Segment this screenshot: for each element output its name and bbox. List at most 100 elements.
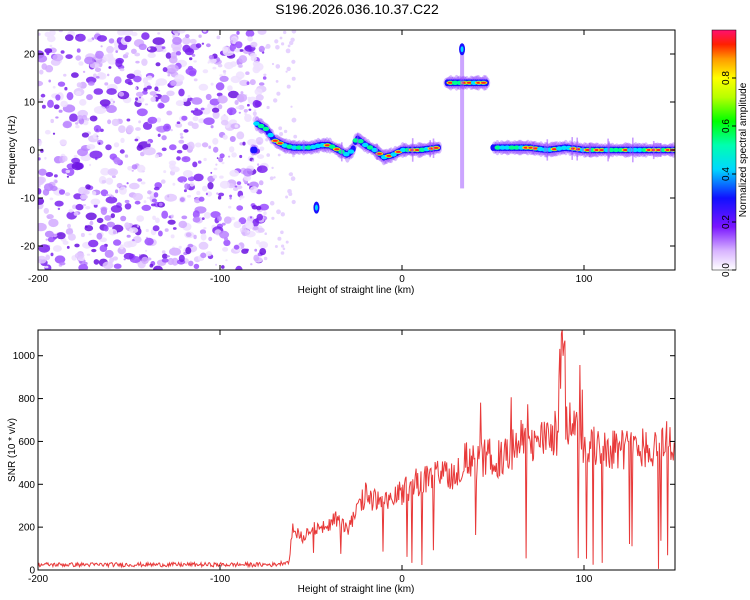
noise-speck bbox=[263, 73, 267, 77]
noise-speck bbox=[123, 241, 133, 248]
ridge-core-cyan bbox=[537, 146, 544, 152]
ridge-core-cyan bbox=[617, 147, 624, 153]
noise-speck bbox=[50, 185, 58, 192]
noise-speck bbox=[198, 118, 206, 124]
noise-speck bbox=[110, 98, 114, 102]
noise-speck bbox=[186, 142, 191, 146]
noise-speck bbox=[146, 141, 151, 144]
noise-speck bbox=[67, 223, 71, 229]
noise-speck bbox=[221, 222, 226, 226]
noise-speck bbox=[275, 80, 279, 83]
noise-speck bbox=[198, 196, 205, 202]
noise-speck bbox=[249, 79, 256, 86]
noise-speck bbox=[166, 68, 176, 75]
noise-speck bbox=[38, 32, 41, 36]
noise-speck bbox=[275, 45, 280, 50]
noise-speck bbox=[234, 100, 239, 105]
noise-speck bbox=[202, 185, 208, 192]
noise-speck bbox=[88, 233, 92, 236]
noise-speck bbox=[107, 119, 112, 125]
noise-speck bbox=[167, 219, 176, 225]
noise-speck bbox=[210, 171, 213, 174]
snr-xtick-label: -200 bbox=[28, 574, 48, 585]
noise-speck bbox=[290, 37, 295, 42]
noise-speck bbox=[68, 209, 74, 213]
snr-ytick-label: 400 bbox=[18, 480, 35, 491]
noise-speck bbox=[189, 57, 193, 61]
ridge-streak bbox=[629, 145, 632, 155]
noise-speck bbox=[115, 50, 118, 53]
noise-speck bbox=[161, 135, 167, 141]
ridge-core-cyan bbox=[560, 145, 568, 150]
noise-speck bbox=[122, 54, 129, 59]
noise-speck bbox=[44, 230, 54, 238]
noise-speck bbox=[223, 239, 231, 247]
noise-speck bbox=[75, 203, 84, 211]
noise-speck bbox=[203, 212, 211, 219]
noise-speck bbox=[64, 192, 71, 197]
noise-speck bbox=[85, 206, 91, 210]
noise-speck bbox=[96, 217, 104, 224]
noise-speck bbox=[147, 52, 156, 59]
noise-speck bbox=[84, 56, 95, 65]
noise-speck bbox=[181, 156, 191, 163]
noise-speck bbox=[257, 30, 267, 35]
noise-speck bbox=[286, 84, 291, 89]
noise-speck bbox=[110, 102, 115, 106]
noise-speck bbox=[88, 81, 95, 86]
noise-speck bbox=[139, 254, 141, 257]
noise-speck bbox=[183, 129, 189, 133]
noise-speck bbox=[94, 67, 102, 73]
ridge-core-red bbox=[272, 139, 278, 142]
noise-speck bbox=[258, 180, 264, 186]
noise-speck bbox=[38, 184, 41, 188]
noise-speck bbox=[92, 133, 98, 140]
noise-speck bbox=[135, 87, 138, 90]
noise-speck bbox=[113, 157, 121, 165]
noise-speck bbox=[65, 54, 73, 59]
noise-speck bbox=[143, 200, 147, 204]
noise-speck bbox=[167, 74, 171, 77]
ridge-streak bbox=[582, 145, 584, 154]
noise-speck bbox=[136, 215, 145, 222]
noise-speck bbox=[273, 98, 278, 103]
noise-speck bbox=[175, 122, 183, 128]
snr-ytick-label: 600 bbox=[18, 437, 35, 448]
ridge-streak bbox=[607, 138, 609, 162]
noise-speck bbox=[271, 166, 274, 170]
noise-speck bbox=[288, 173, 291, 176]
noise-speck bbox=[107, 168, 119, 176]
noise-speck bbox=[229, 146, 235, 153]
noise-speck bbox=[58, 189, 66, 195]
noise-speck bbox=[198, 241, 209, 250]
noise-speck bbox=[209, 98, 220, 106]
ridge-core-cyan bbox=[556, 146, 563, 151]
noise-speck bbox=[135, 127, 141, 131]
noise-speck bbox=[282, 247, 286, 251]
noise-speck bbox=[126, 73, 136, 80]
noise-speck bbox=[283, 129, 288, 134]
noise-speck bbox=[249, 53, 257, 58]
noise-speck bbox=[38, 80, 44, 87]
noise-speck bbox=[276, 209, 281, 215]
noise-speck bbox=[86, 94, 93, 101]
ridge-core-cyan bbox=[343, 152, 350, 157]
noise-speck bbox=[222, 70, 227, 73]
noise-speck bbox=[95, 50, 104, 59]
noise-speck bbox=[182, 170, 193, 178]
noise-speck bbox=[75, 91, 82, 96]
noise-speck bbox=[193, 173, 204, 182]
noise-speck bbox=[127, 166, 133, 171]
ridge-streak bbox=[532, 142, 535, 154]
ridge-streak bbox=[659, 143, 662, 157]
noise-speck bbox=[192, 116, 199, 122]
noise-speck bbox=[190, 110, 195, 113]
noise-speck bbox=[285, 70, 288, 73]
noise-speck bbox=[285, 195, 289, 199]
noise-speck bbox=[44, 31, 51, 37]
noise-speck bbox=[193, 78, 198, 82]
snr-frame bbox=[37, 329, 676, 571]
noise-speck bbox=[132, 193, 143, 201]
noise-speck bbox=[187, 243, 194, 248]
noise-speck bbox=[126, 234, 131, 238]
